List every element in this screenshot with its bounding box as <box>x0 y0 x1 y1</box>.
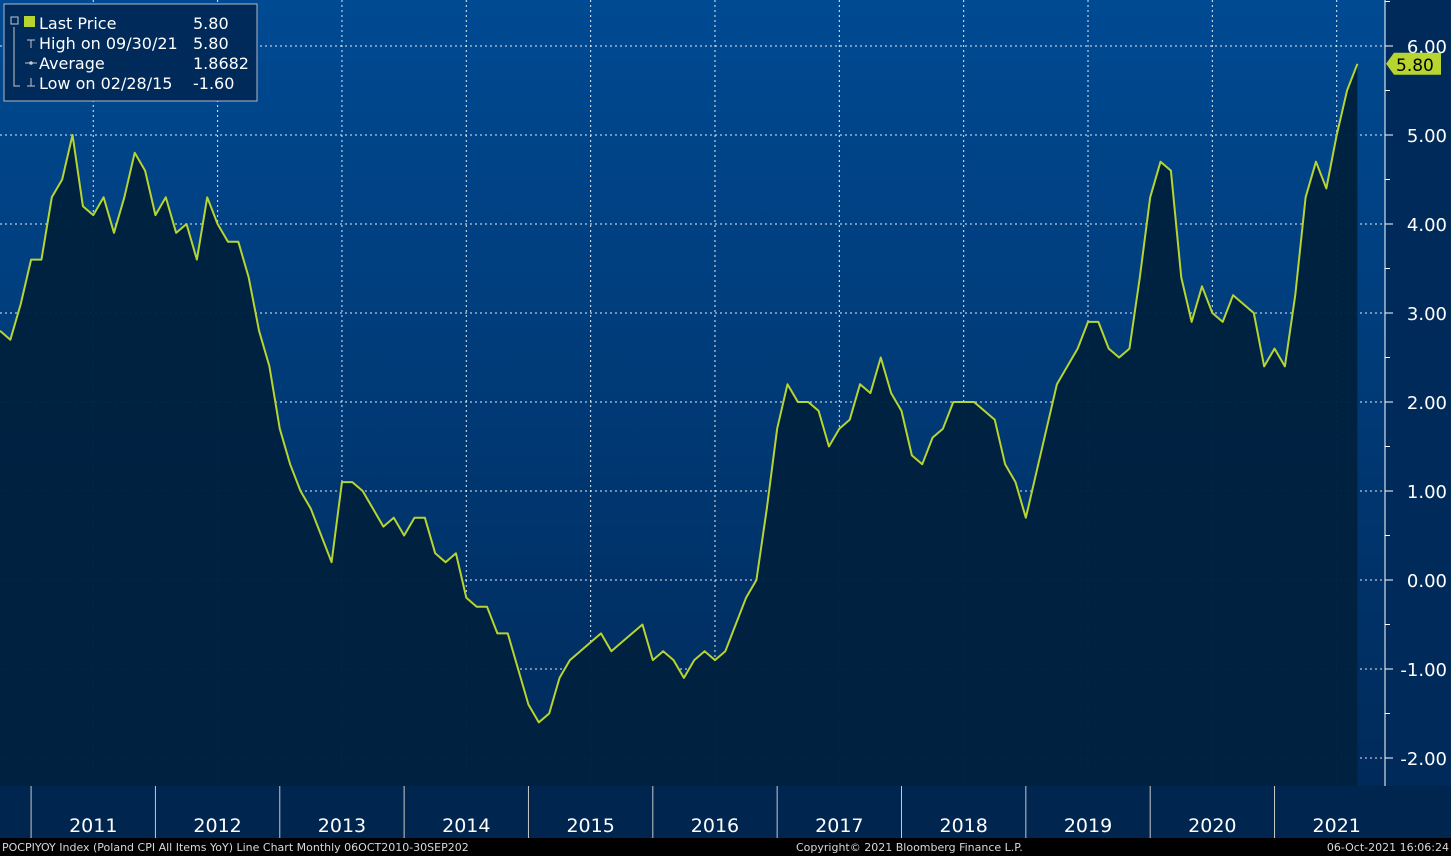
legend-item-low: Low on 02/28/15 -1.60 <box>13 68 234 93</box>
last-value-marker: 5.80 <box>1386 52 1441 76</box>
legend-label-low: Low on 02/28/15 <box>39 74 172 93</box>
y-tick-label: 1.00 <box>1407 482 1447 503</box>
legend-label-last-price: Last Price <box>39 14 116 33</box>
x-tick-label: 2011 <box>69 815 117 837</box>
legend-box <box>3 3 258 102</box>
x-tick-label: 2017 <box>815 815 863 837</box>
x-tick-label: 2014 <box>442 815 490 837</box>
footer-copyright: Copyright© 2021 Bloomberg Finance L.P. <box>796 841 1023 854</box>
x-tick-label: 2012 <box>193 815 241 837</box>
x-tick-label: 2021 <box>1313 815 1361 837</box>
x-tick-label: 2020 <box>1188 815 1236 837</box>
x-tick-label: 2013 <box>318 815 366 837</box>
legend-value-high: 5.80 <box>193 34 229 53</box>
average-dot-icon <box>29 61 33 65</box>
y-tick-label: -2.00 <box>1400 749 1447 770</box>
x-axis-bar <box>0 786 1451 838</box>
legend-value-average: 1.8682 <box>193 54 249 73</box>
y-tick-label: 0.00 <box>1407 571 1447 592</box>
x-tick-label: 2018 <box>939 815 987 837</box>
y-tick-label: 4.00 <box>1407 215 1447 236</box>
legend-item-high: High on 09/30/21 5.80 <box>13 27 229 53</box>
footer-bar <box>0 838 1451 856</box>
legend-item-average: Average 1.8682 <box>13 48 249 73</box>
y-tick-label: -1.00 <box>1400 660 1447 681</box>
last-price-swatch-icon <box>24 16 35 27</box>
series-cpi <box>0 63 1359 787</box>
last-value-label: 5.80 <box>1396 56 1434 76</box>
y-tick-label: 3.00 <box>1407 304 1447 325</box>
legend-label-high: High on 09/30/21 <box>39 34 178 53</box>
y-tick-label: 2.00 <box>1407 393 1447 414</box>
series-area <box>0 63 1358 787</box>
legend-value-last-price: 5.80 <box>193 14 229 33</box>
low-marker-icon <box>13 68 35 87</box>
y-tick-label: 6.00 <box>1407 37 1447 58</box>
legend: Last Price 5.80 High on 09/30/21 5.80 Av… <box>3 3 258 102</box>
collapse-icon[interactable] <box>10 16 19 25</box>
high-marker-icon <box>13 27 35 48</box>
y-axis: 6.00 5.00 4.00 3.00 2.00 1.00 0.00 -1.00 -2.00 <box>1384 0 1447 786</box>
y-tick-label: 5.00 <box>1407 126 1447 147</box>
footer-timestamp: 06-Oct-2021 16:06:24 <box>1327 841 1449 854</box>
last-value-marker-shape <box>1386 52 1441 75</box>
y-axis-panel <box>1385 0 1451 786</box>
series-line <box>0 63 1359 724</box>
x-tick-label: 2019 <box>1064 815 1112 837</box>
legend-value-low: -1.60 <box>193 74 234 93</box>
x-tick-label: 2015 <box>566 815 614 837</box>
x-tick-label: 2016 <box>691 815 739 837</box>
footer-description: POCPIYOY Index (Poland CPI All Items YoY… <box>2 841 469 854</box>
legend-label-average: Average <box>39 54 105 73</box>
legend-item-last-price: Last Price 5.80 <box>10 14 229 33</box>
x-axis: 2011 2012 2013 2014 2015 2016 2017 2018 2019 2020… <box>30 786 1361 838</box>
